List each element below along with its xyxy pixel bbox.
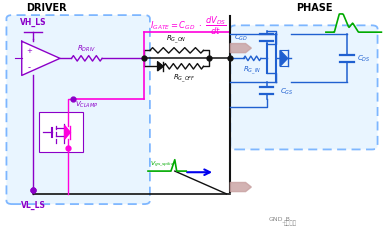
Text: $R_{G\_IN}$: $R_{G\_IN}$: [243, 64, 261, 76]
Polygon shape: [22, 42, 60, 76]
Polygon shape: [280, 51, 288, 67]
Polygon shape: [65, 126, 70, 140]
Text: GND_B: GND_B: [268, 216, 290, 221]
Text: +: +: [26, 48, 32, 54]
Text: VH_LS: VH_LS: [20, 18, 46, 27]
FancyBboxPatch shape: [230, 26, 377, 150]
Text: PHASE: PHASE: [296, 3, 333, 13]
Text: -: -: [28, 63, 31, 72]
Polygon shape: [230, 183, 251, 192]
Text: VL_LS: VL_LS: [21, 200, 46, 209]
FancyBboxPatch shape: [7, 16, 150, 204]
Polygon shape: [230, 44, 251, 53]
Text: $C_{GD}$: $C_{GD}$: [234, 33, 248, 43]
Text: $V_{CLAMP}$: $V_{CLAMP}$: [75, 99, 99, 109]
Text: $I_{GATE} = C_{GD}\ \cdot\ \dfrac{dV_{DS}}{dt}$: $I_{GATE} = C_{GD}\ \cdot\ \dfrac{dV_{DS…: [150, 15, 227, 37]
FancyBboxPatch shape: [39, 112, 83, 152]
Text: 电源噪声: 电源噪声: [284, 219, 297, 225]
Text: $C_{DS}$: $C_{DS}$: [356, 54, 370, 64]
Text: $R_{DRIV}$: $R_{DRIV}$: [77, 43, 96, 53]
Text: $R_{G\_OFF}$: $R_{G\_OFF}$: [173, 72, 196, 84]
Text: $V_{gs\_spike}$: $V_{gs\_spike}$: [150, 158, 175, 168]
Text: DRIVER: DRIVER: [26, 3, 67, 13]
Polygon shape: [157, 63, 163, 72]
Text: $R_{G\_ON}$: $R_{G\_ON}$: [166, 33, 187, 46]
Text: $C_{GS}$: $C_{GS}$: [280, 86, 294, 97]
